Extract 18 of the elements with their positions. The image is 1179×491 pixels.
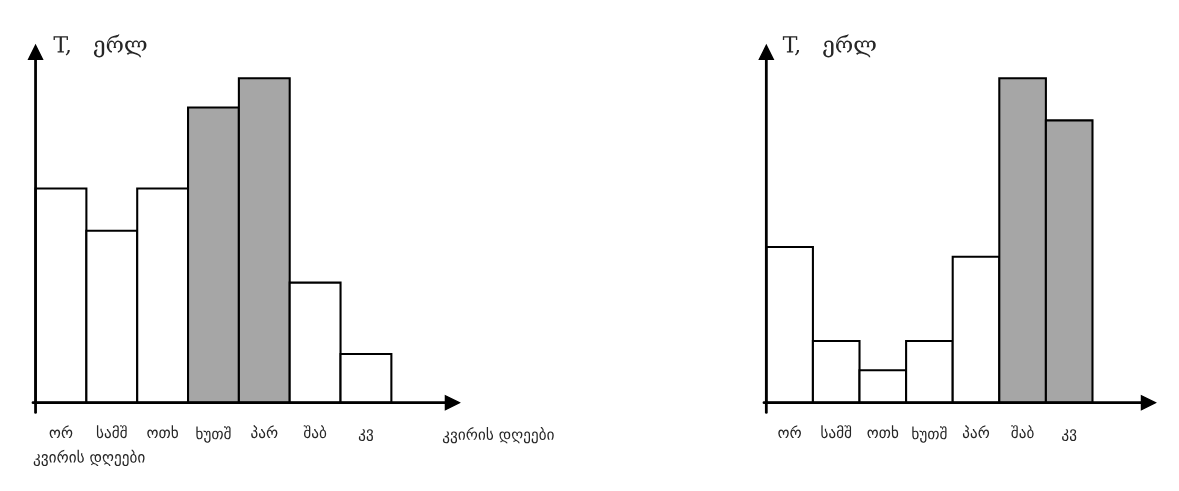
x-tick-label: პარ <box>962 425 990 439</box>
x-tick-label: შაბ <box>1011 425 1034 439</box>
x-tick-label: სამშ <box>821 425 852 439</box>
text: კვირის დღეები <box>33 449 145 467</box>
y-axis-title: T, ერლ <box>53 34 147 58</box>
x-tick-label: ხუთშ <box>196 426 231 443</box>
x-tick-label: კვ <box>358 429 373 442</box>
x-tick-label: პარ <box>251 425 278 439</box>
x-tick-label: ორ <box>778 425 801 438</box>
x-axis-title: კვირის დღეები <box>442 426 554 444</box>
x-tick-label: შაბ <box>303 425 327 439</box>
y-axis-title: T, ერლ <box>782 34 876 58</box>
x-tick-label: ორ <box>49 425 73 438</box>
x-tick-label: კვ <box>1062 429 1077 442</box>
x-tick-label: ოთხ <box>867 425 899 439</box>
x-tick-label: სამშ <box>96 425 127 439</box>
x-tick-label: ხუთშ <box>912 426 947 443</box>
x-tick-label: ოთხ <box>147 425 178 439</box>
